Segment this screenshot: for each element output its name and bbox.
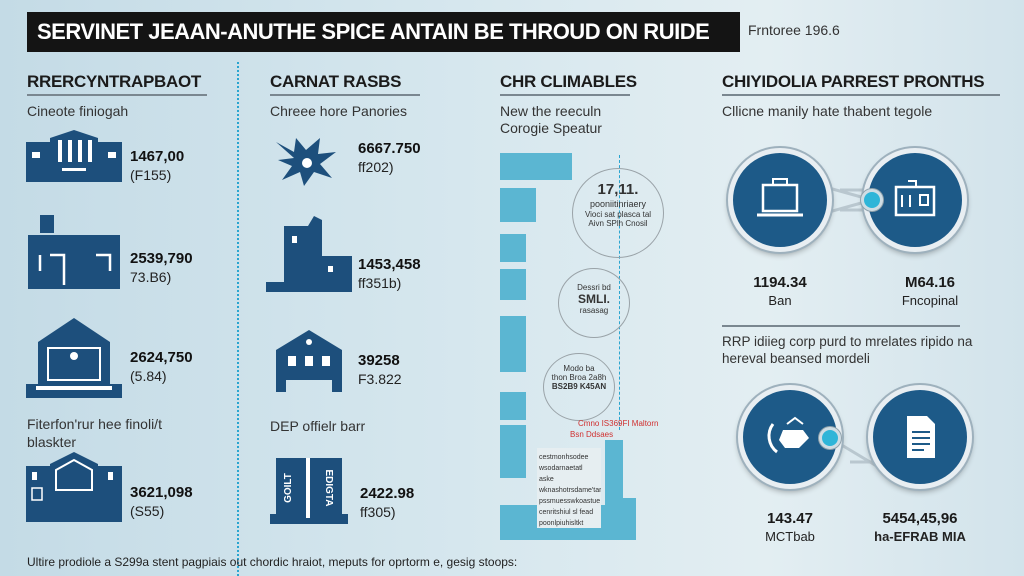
callout-text: Dessri bd [577, 283, 611, 292]
col1-unit-1: (F155) [130, 167, 172, 183]
col1-subtitle: Cineote finiogah [27, 103, 129, 119]
callout-circle-2: Dessri bd SMLI. rasasag [558, 268, 630, 338]
briefcase-monitor-icon [728, 148, 832, 252]
col4-value-4: 5454,45,96 [882, 510, 958, 527]
document-icon [868, 385, 972, 489]
col4-value-2: M64.16 [904, 274, 956, 291]
col2-caption: DEP offielr barr [270, 418, 366, 434]
house-icon [276, 330, 342, 392]
edition-label: Frntoree 196.6 [748, 22, 840, 38]
col2-unit-4: ff305) [360, 504, 396, 520]
callout-text: Modo ba [563, 364, 595, 373]
callout-text: rasasag [579, 306, 609, 315]
warehouse-icon [26, 452, 122, 522]
col1-unit-4: (S55) [130, 503, 165, 519]
col1-unit-2: 73.B6) [130, 269, 172, 285]
callout-text: Aivn SPlh Cnosil [588, 219, 648, 228]
col1-caption: Fiterfon'rur hee finoli/t blaskter [27, 416, 162, 450]
col2-value-2: 1453,458 [358, 256, 421, 273]
col2-unit-1: ff202) [358, 159, 394, 175]
bank-building-icon [26, 130, 122, 182]
callout-text: SMLI. [578, 292, 610, 306]
svg-text:GOILT: GOILT [283, 473, 294, 503]
callout-text: pooniitinriaery [589, 199, 647, 209]
laptop-house-icon [26, 318, 122, 398]
starburst-icon [276, 138, 336, 186]
col1-value-2: 2539,790 [130, 250, 193, 267]
connector-node [861, 189, 883, 211]
col4-label-3: MCTbab [765, 529, 815, 544]
col4-rule [722, 94, 1000, 96]
page-title: SERVINET JEAAN-ANUTHE SPICE ANTAIN BE TH… [27, 12, 740, 52]
col3-subtitle-1: New the reeculn [500, 103, 602, 119]
col4-label-4: ha-EFRAB MIA [874, 529, 966, 544]
col1-heading: RRERCYNTRAPBAOT [27, 72, 202, 91]
bar [500, 188, 536, 222]
bar [500, 234, 526, 262]
col4-heading: CHIYIDOLIA PARREST PRONTHS [722, 72, 985, 91]
twin-tower-icon: GOILT EDIGTA [270, 458, 348, 524]
col3-heading: CHR CLIMABLES [500, 72, 637, 91]
bar [605, 440, 623, 540]
tower-building-icon [266, 216, 352, 292]
factory-icon [28, 215, 120, 289]
col2-heading: CARNAT RASBS [270, 72, 402, 91]
col4-subtitle: Cllicne manily hate thabent tegole [722, 103, 933, 119]
col2-value-4: 2422.98 [360, 485, 415, 502]
callout-circle-3: Modo ba thon Broa 2a8h BS2B9 K45AN [543, 353, 615, 421]
col4-value-1: 1194.34 [753, 274, 807, 291]
note-line: poonlpiuhisltkt [539, 520, 584, 527]
callout-value: 17,11. [597, 181, 639, 198]
note-line: cestmonhsodee [539, 454, 589, 461]
col4-label-1: Ban [768, 293, 792, 308]
col2-rule [270, 94, 420, 96]
col4-value-3: 143.47 [767, 510, 813, 527]
col2-value-1: 6667.750 [358, 140, 421, 157]
col2-unit-3: F3.822 [358, 371, 402, 387]
bar [622, 498, 636, 540]
col1-value-3: 2624,750 [130, 349, 193, 366]
col1-rule [27, 94, 207, 96]
col3-rule [500, 94, 630, 96]
callout-text: Vioci sat plasca tal [584, 210, 652, 219]
notes-box: cestmonhsodee wsodarnaetatl aske wknasho… [537, 448, 601, 528]
connector-lines [800, 178, 900, 222]
col2-subtitle: Chreee hore Panories [270, 103, 407, 119]
bar [500, 392, 526, 420]
col1-unit-3: (5.84) [130, 368, 167, 384]
note-line: pssmuesswkoastue [539, 498, 601, 505]
callout-text: BS2B9 K45AN [551, 382, 607, 391]
col2-value-3: 39258 [358, 352, 400, 369]
col4-note: RRP idiieg corp purd to mrelates ripido … [722, 334, 973, 366]
callout-circle-1: 17,11. pooniitinriaery Vioci sat plasca … [572, 168, 664, 258]
svg-text:EDIGTA: EDIGTA [323, 469, 334, 506]
bar [500, 153, 572, 180]
footer-note: Ultire prodiole a S299a stent pagpiais o… [27, 555, 518, 569]
annotation: Bsn Ddsaes [570, 430, 614, 439]
col4-separator [722, 325, 960, 327]
col2-unit-2: ff351b) [358, 275, 402, 291]
note-line: wknashotrsdame'tar [539, 487, 601, 494]
col4-label-2: Fncopinal [901, 293, 959, 308]
bar [500, 316, 526, 372]
note-line: wsodarnaetatl aske [539, 465, 583, 483]
connector-node [819, 427, 841, 449]
col1-value-1: 1467,00 [130, 148, 185, 165]
annotation: Cmno IS369FI Maltorn [578, 419, 659, 428]
callout-text: thon Broa 2a8h [551, 373, 607, 382]
column-divider [237, 62, 239, 576]
col3-subtitle-2: Corogie Speatur [500, 120, 602, 136]
bar [500, 425, 526, 478]
note-line: cenritshiul sl fead [539, 509, 594, 516]
bar [500, 269, 526, 300]
col1-value-4: 3621,098 [130, 484, 193, 501]
